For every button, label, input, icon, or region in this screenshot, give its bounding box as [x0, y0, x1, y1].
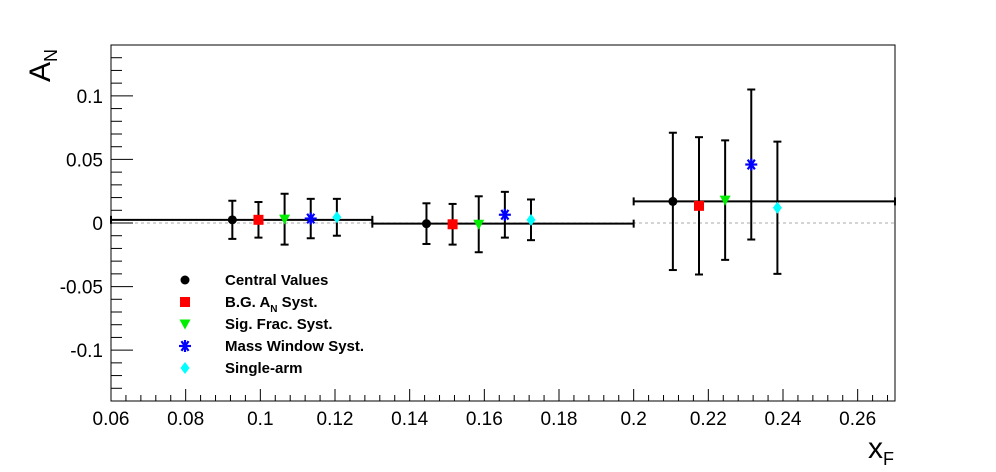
data-point — [668, 196, 678, 206]
data-point — [304, 212, 317, 225]
x-tick-label: 0.1 — [247, 409, 273, 430]
y-tick-label: -0.05 — [60, 278, 103, 299]
data-point — [421, 219, 431, 229]
data-point — [498, 208, 511, 221]
legend-marker — [179, 340, 191, 352]
x-tick-label: 0.2 — [620, 409, 646, 430]
legend-entry: Single-arm — [225, 360, 303, 377]
legend-marker — [179, 319, 191, 330]
y-tick-labels: -0.1 -0.05 0 0.05 0.1 — [60, 87, 103, 362]
y-axis-title: AN — [24, 49, 61, 82]
legend-entry-text: Mass Window Syst. — [225, 338, 364, 355]
data-point — [526, 213, 536, 226]
data-point — [279, 214, 291, 225]
legend-entry: Sig. Frac. Syst. — [225, 316, 333, 333]
x-tick-label: 0.16 — [466, 409, 503, 430]
x-tick-label: 0.24 — [765, 409, 802, 430]
legend-marker — [180, 362, 190, 374]
data-point — [447, 219, 458, 230]
x-tick-label: 0.18 — [541, 409, 578, 430]
legend-entry-text: Central Values — [225, 272, 328, 289]
x-axis-title-sub: F — [883, 449, 894, 469]
legend-entry-suffix: Syst. — [278, 294, 318, 311]
y-tick-label: 0.05 — [66, 150, 103, 171]
x-tick-labels: 0.06 0.08 0.1 0.12 0.14 0.16 0.18 0.2 0.22 0.24 0.… — [93, 409, 877, 430]
y-axis-title-main: A — [24, 62, 57, 82]
y-tick-label: 0.1 — [77, 87, 103, 108]
data-point — [719, 195, 731, 206]
data-point — [745, 158, 758, 171]
x-axis-title-main: x — [868, 432, 883, 465]
legend-entry: Mass Window Syst. — [225, 338, 364, 355]
data-point — [694, 200, 704, 211]
x-tick-label: 0.14 — [391, 409, 428, 430]
x-tick-label: 0.26 — [839, 409, 876, 430]
x-tick-label: 0.08 — [167, 409, 204, 430]
legend-marker — [180, 297, 190, 307]
x-axis-title: xF — [868, 432, 894, 469]
x-tick-label: 0.12 — [317, 409, 354, 430]
data-point — [227, 215, 237, 225]
y-tick-label: -0.1 — [70, 341, 103, 362]
axis-ticks — [110, 44, 889, 402]
x-tick-label: 0.06 — [93, 409, 130, 430]
data-point — [253, 214, 264, 225]
x-tick-label: 0.22 — [690, 409, 727, 430]
legend-entry-sub: N — [270, 304, 277, 315]
legend-entry-text: Sig. Frac. Syst. — [225, 316, 333, 333]
y-tick-label: 0 — [92, 214, 103, 235]
y-axis-title-sub: N — [41, 49, 61, 62]
legend-entry-text: B.G. A — [225, 294, 270, 311]
data-point — [772, 201, 782, 214]
legend-entry: Central Values — [225, 272, 328, 289]
legend-entry: B.G. AN Syst. — [225, 294, 318, 315]
data-point — [473, 219, 485, 230]
data-point — [332, 211, 342, 224]
data-markers — [227, 158, 782, 230]
legend-marker — [180, 275, 190, 285]
legend-entry-text: Single-arm — [225, 360, 303, 377]
